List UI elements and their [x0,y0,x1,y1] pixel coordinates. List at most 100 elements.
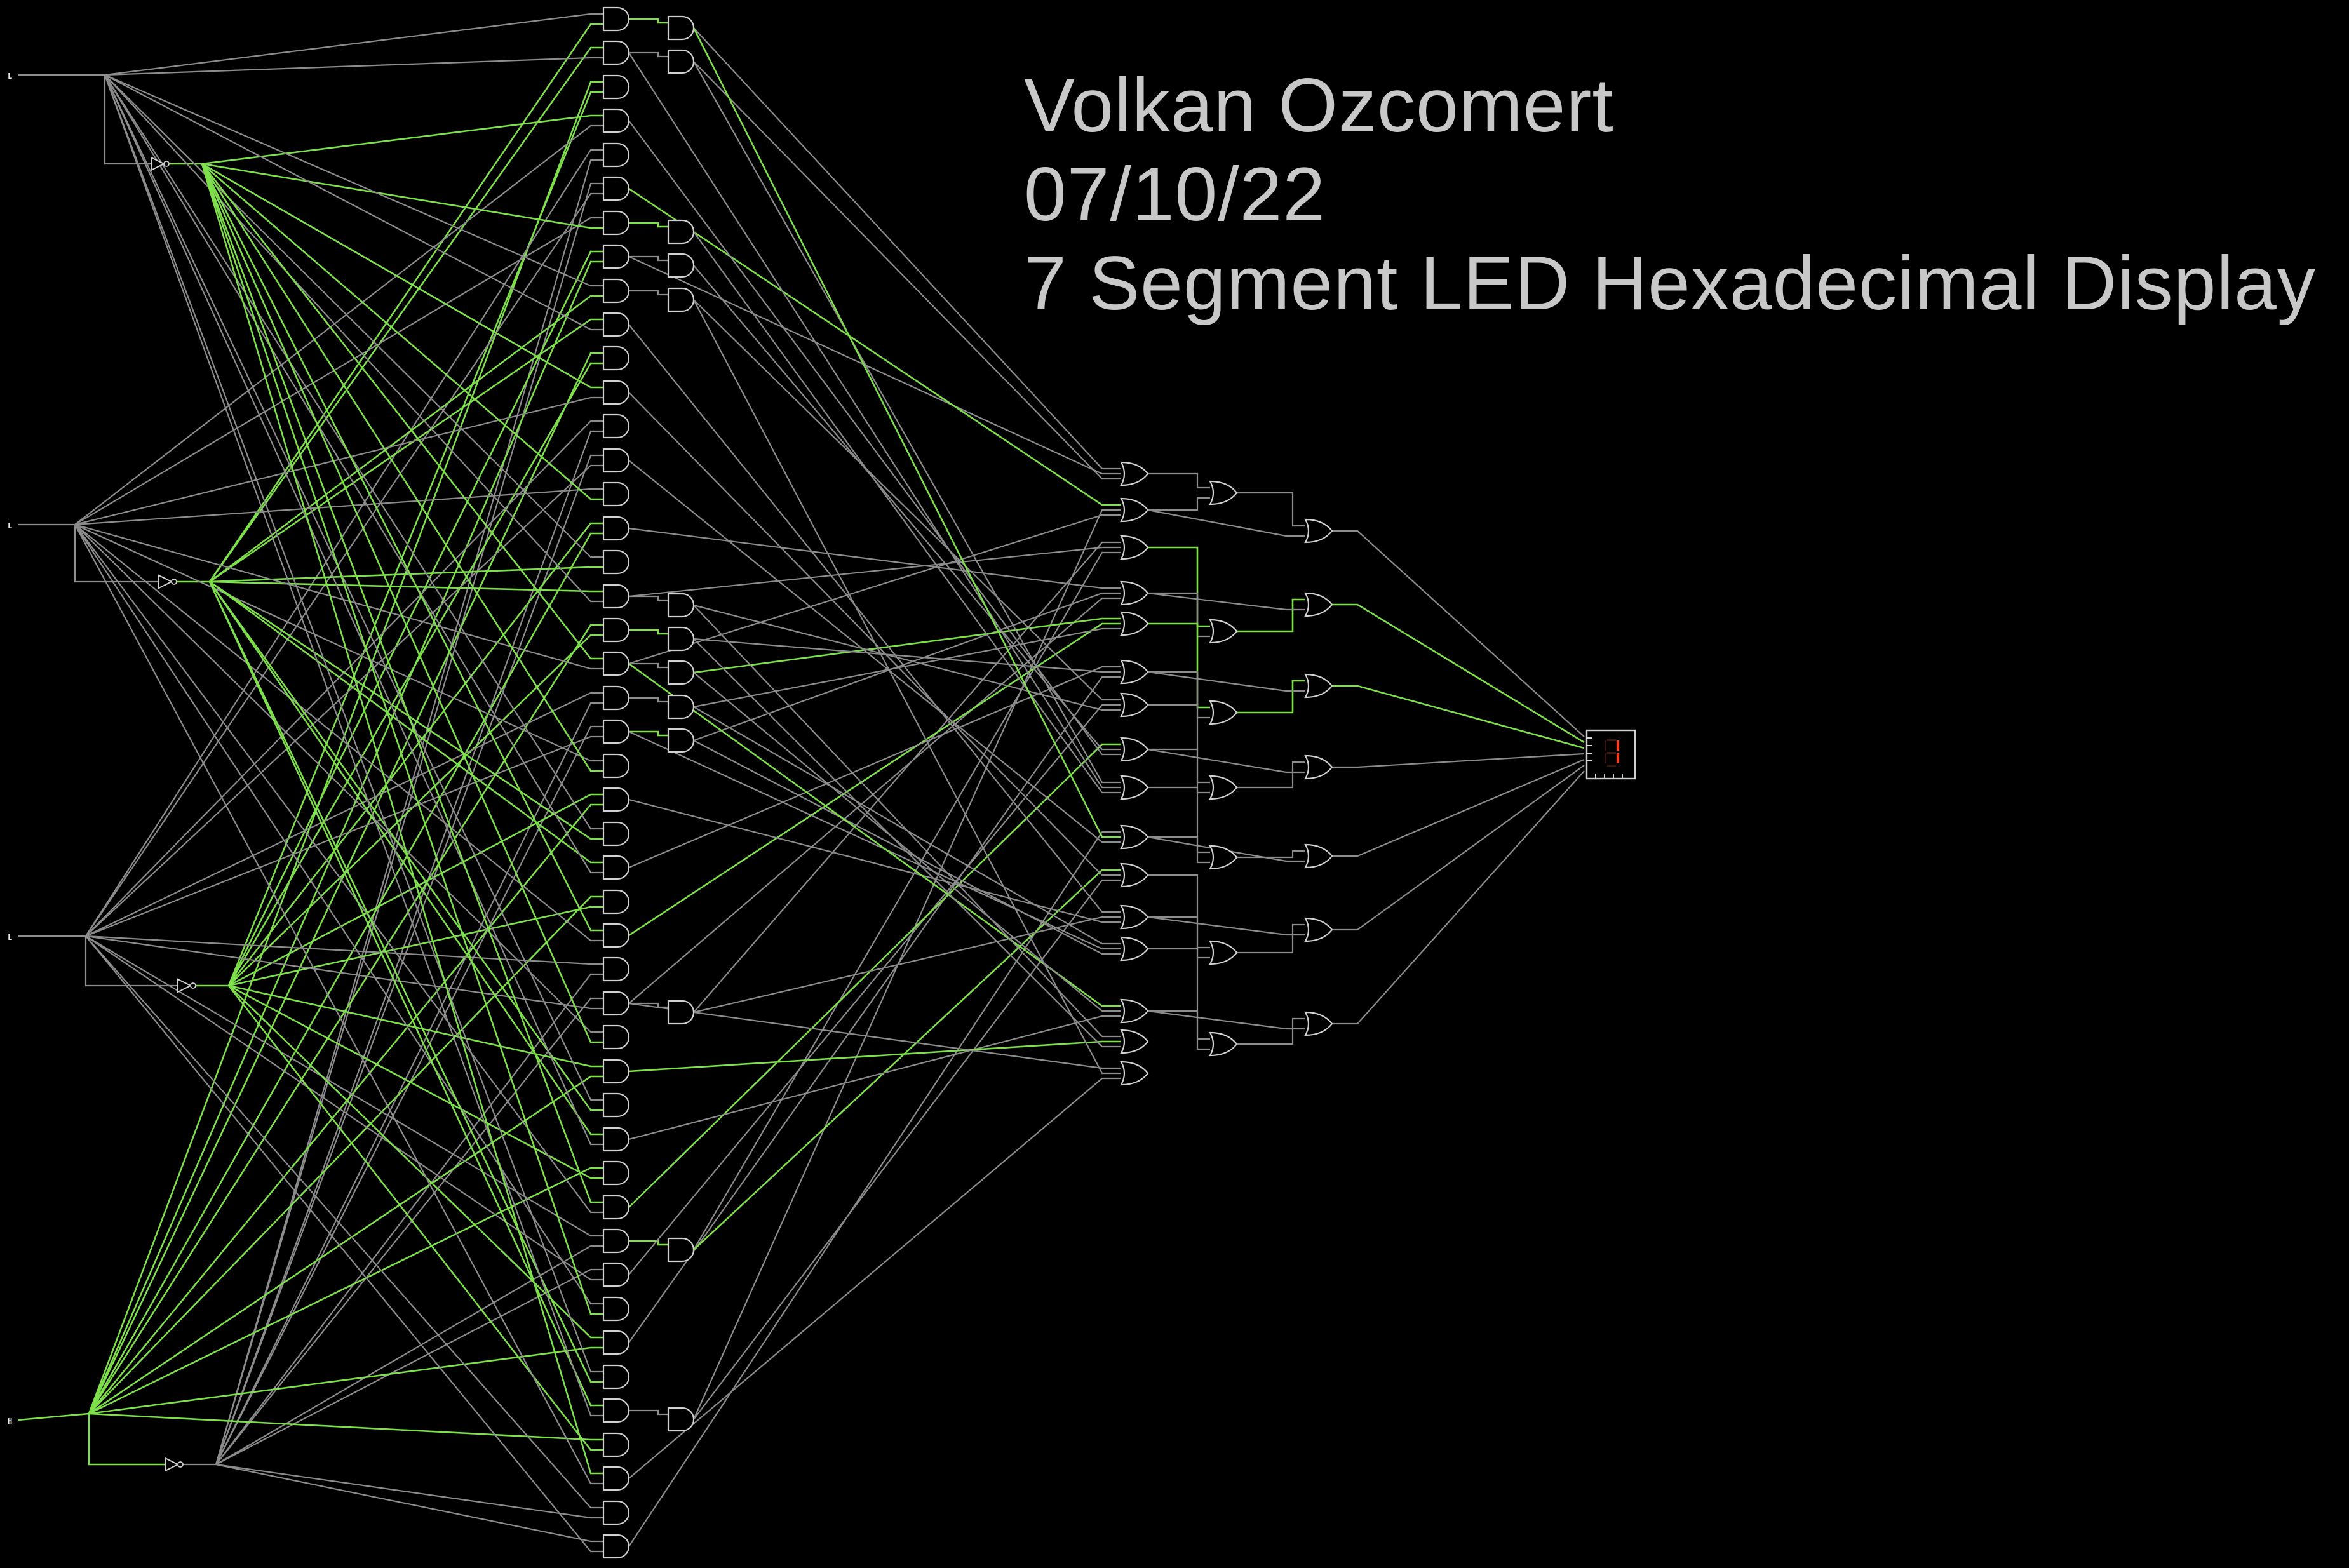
and-gate-icon [602,380,630,405]
and-gate-icon [602,244,630,269]
decoder-wire [215,430,603,1465]
segment-wire [1332,603,1585,744]
and-gate-icon [602,1195,630,1220]
or-gate-icon [1304,592,1333,617]
decoder-wire [215,702,603,1465]
decoder-wire [74,523,603,762]
and-gate-icon [602,787,630,812]
decoder-wire [85,420,603,937]
and-gate-icon [602,1262,630,1287]
input-switch-icon[interactable]: L [8,72,12,81]
or-input-wire [693,604,1121,711]
or-stage3-wire [1147,509,1305,537]
or-gate-icon [1120,535,1149,560]
decoder-wire [201,163,603,1043]
or-gate-icon [1120,904,1149,930]
and-gate-icon [602,312,630,337]
or-input-wire [628,392,1121,876]
decoder-wire [215,973,603,1465]
and-gate-icon [602,991,630,1016]
and-gate-icon [667,593,695,618]
or-input-wire [628,324,1121,913]
decoder-wire [227,985,603,1451]
and-gate-icon [602,142,630,168]
or-stage2-wire [1148,916,1210,959]
decoder-wire [88,81,603,1414]
input-switch-icon[interactable]: L [8,521,12,530]
decoder-wire [85,935,603,1237]
input-switch-icon[interactable]: L [8,933,12,942]
or-gate-icon [1120,936,1149,962]
decoder-wire [74,524,603,1033]
and-gate-icon [602,481,630,507]
page-title: 7 Segment LED Hexadecimal Display [1024,241,2316,326]
decoder-wire [208,23,603,582]
decoder-wire [201,163,603,932]
or-input-wire [628,666,1121,869]
decoder-wire [104,74,603,331]
or-input-wire [693,706,1121,945]
decoder-wire [201,163,603,1315]
and-gate-icon [602,719,630,744]
wire-layer [17,13,1585,1553]
or-stage3-wire [1147,1010,1305,1030]
decoder-wire [74,524,603,1214]
or-stage2-wire [1148,671,1210,719]
and-gate-icon [602,40,630,65]
decoder-wire [104,57,603,76]
or-gate-icon [1209,619,1238,644]
and-gate-icon [602,1432,630,1457]
or-stage2-wire [1148,472,1210,489]
and-gate-icon [667,694,695,720]
input-switch-icon[interactable]: H [8,1417,12,1426]
display-layer [1585,729,1636,780]
decoder-wire [629,1002,668,1008]
or-input-wire [693,627,1121,708]
or-input-wire [628,597,1121,1004]
or-input-wire [628,52,1121,789]
and-gate-icon [602,448,630,473]
or-input-wire [693,61,1121,784]
or-gate-icon [1304,673,1333,699]
or-input-wire [628,1040,1121,1073]
decoder-wire [201,163,603,1203]
or-stage2-wire [1148,592,1210,638]
segment-wire [1332,765,1585,931]
or-input-wire [693,879,1121,1420]
not-gate-bubble [171,579,177,585]
and-gate-icon [602,1160,630,1186]
or-input-wire [693,27,1121,470]
or-input-wire [693,916,1121,1014]
decoder-wire [227,362,603,986]
and-gate-icon [667,253,695,278]
or-gate-icon [1209,700,1238,725]
decoder-wire [104,74,603,1417]
decoder-wire [85,935,603,965]
decoder-wire [201,163,603,229]
date-label: 07/10/22 [1024,152,1326,237]
and-gate-icon [602,1466,630,1491]
or-stage3-wire [1237,761,1305,789]
not-gate-bubble [163,161,170,167]
decoder-wire [209,318,603,583]
decoder-wire [74,488,603,526]
inverter-feed-wire [88,1414,165,1466]
display-frame [1585,729,1636,780]
decoder-wire [85,735,603,937]
and-gate-icon [667,15,695,41]
decoder-wire [208,581,603,1136]
and-gate-icon [667,1237,695,1263]
or-input-wire [692,509,1121,1420]
segment-a [1607,739,1616,741]
or-input-wire [692,27,1121,838]
decoder-wire [85,935,603,1553]
and-gate-icon [602,549,630,575]
and-gate-icon [602,855,630,880]
decoder-wire [215,725,603,1465]
and-gate-icon [602,108,630,133]
decoder-wire [104,74,603,287]
or-input-wire [628,1077,1121,1479]
decoder-wire [88,803,603,1414]
or-input-wire [628,622,1121,937]
title-block: Volkan Ozcomert 07/10/22 7 Segment LED H… [1024,61,2316,328]
